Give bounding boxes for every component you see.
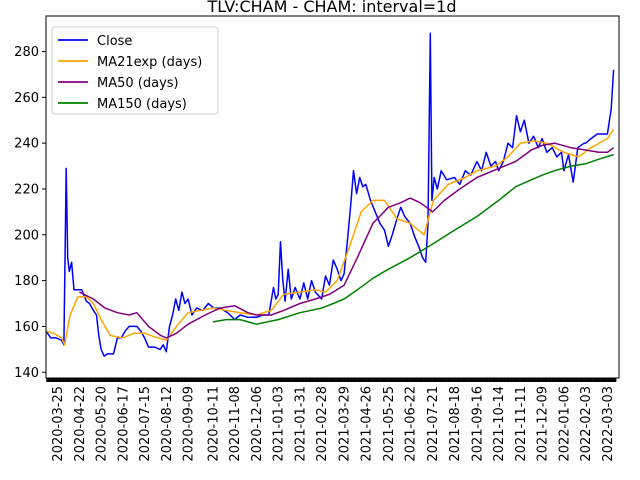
- plot-area: [45, 15, 620, 379]
- x-tick-label: 2021-01-31: [293, 386, 308, 462]
- chart-title: TLV:CHAM - CHAM: interval=1d: [206, 0, 456, 16]
- x-tick-label: 2021-01-03: [272, 386, 287, 462]
- x-tick-label: 2020-05-20: [95, 386, 110, 462]
- x-tick-label: 2021-09-16: [470, 386, 485, 462]
- x-tick-label: 2021-02-28: [315, 386, 330, 462]
- x-tick-label: 2021-05-25: [382, 386, 397, 462]
- legend: Close MA21exp (days) MA50 (days) MA150 (day…: [51, 26, 219, 115]
- y-tick-label: 160: [14, 320, 39, 335]
- x-tick-label: 2021-04-26: [359, 386, 374, 462]
- y-tick-label: 180: [14, 274, 39, 289]
- y-axis: 140 160 180 200 220 240 260 280: [14, 45, 46, 381]
- x-tick-label: 2021-08-18: [448, 386, 463, 462]
- legend-label-2: MA50 (days): [97, 76, 179, 91]
- x-tick-label: 2021-10-14: [492, 386, 507, 462]
- x-axis: 2020-03-25 2020-04-22 2020-05-20 2020-06-17…: [46, 378, 617, 462]
- legend-label-3: MA150 (days): [97, 97, 187, 112]
- x-tick-label: 2021-03-29: [338, 386, 353, 462]
- legend-label-1: MA21exp (days): [97, 55, 202, 70]
- y-tick-label: 260: [14, 91, 39, 106]
- x-tick-label: 2021-11-11: [514, 386, 529, 462]
- x-tick-label: 2021-07-21: [426, 386, 441, 462]
- series-line-3: [212, 153, 614, 325]
- x-tick-label: 2020-06-17: [116, 386, 131, 462]
- x-tick-label: 2020-10-11: [206, 386, 221, 462]
- x-tick-label: 2021-12-09: [536, 386, 551, 462]
- series-line-2: [79, 142, 615, 339]
- x-tick-label: 2022-01-06: [557, 386, 572, 462]
- x-tick-label: 2020-11-08: [228, 386, 243, 462]
- y-tick-label: 280: [14, 45, 39, 60]
- series-line-1: [45, 128, 615, 346]
- x-tick-label: 2020-04-22: [73, 386, 88, 462]
- y-tick-label: 240: [14, 137, 39, 152]
- x-tick-label: 2020-08-12: [160, 386, 175, 462]
- x-tick-label: 2020-07-15: [138, 386, 153, 462]
- series-layer: [45, 32, 615, 357]
- x-tick-label: 2020-12-06: [250, 386, 265, 462]
- x-tick-label: 2020-03-25: [51, 386, 66, 462]
- x-tick-label: 2021-06-22: [404, 386, 419, 462]
- y-tick-label: 140: [14, 366, 39, 381]
- x-tick-label: 2020-09-09: [182, 386, 197, 462]
- x-tick-label: 2022-03-03: [601, 386, 616, 462]
- legend-label-0: Close: [97, 34, 132, 49]
- x-tick-label: 2022-02-03: [579, 386, 594, 462]
- y-tick-label: 220: [14, 182, 39, 197]
- y-tick-label: 200: [14, 228, 39, 243]
- legend-box: [51, 26, 219, 115]
- series-line-0: [45, 32, 615, 357]
